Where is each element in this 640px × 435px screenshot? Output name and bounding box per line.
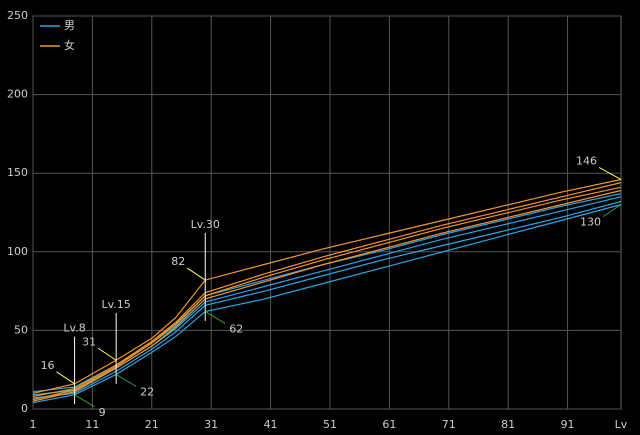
min-leader — [115, 373, 137, 387]
max-leader — [97, 347, 117, 361]
max-leader — [56, 371, 75, 385]
x-tick-label: 81 — [501, 418, 515, 431]
min-label: 9 — [99, 406, 106, 419]
level-label: Lv.30 — [191, 218, 220, 231]
max-leader — [598, 167, 622, 180]
min-leader — [74, 394, 95, 408]
x-tick-label: 21 — [145, 418, 159, 431]
x-axis-label: Lv — [615, 418, 628, 431]
level-label: Lv.8 — [63, 322, 85, 335]
x-tick-label: 91 — [561, 418, 575, 431]
level-label: Lv.15 — [102, 298, 131, 311]
x-tick-label: 41 — [264, 418, 278, 431]
x-tick-label: 1 — [30, 418, 37, 431]
x-tick-label: 61 — [382, 418, 396, 431]
y-tick-label: 0 — [21, 402, 28, 415]
max-label: 16 — [41, 359, 55, 372]
y-tick-label: 100 — [7, 245, 28, 258]
legend-label: 女 — [64, 38, 75, 52]
y-tick-label: 50 — [14, 323, 28, 336]
y-tick-label: 150 — [7, 166, 28, 179]
x-tick-label: 31 — [204, 418, 218, 431]
legend-label: 男 — [64, 19, 75, 32]
min-label: 62 — [229, 323, 243, 336]
max-label: 82 — [171, 255, 185, 268]
min-label: 130 — [580, 216, 601, 229]
min-leader — [602, 204, 622, 218]
max-leader — [186, 267, 206, 281]
x-tick-label: 11 — [85, 418, 99, 431]
y-tick-label: 200 — [7, 88, 28, 101]
min-label: 22 — [140, 385, 154, 398]
min-leader — [204, 311, 226, 324]
x-tick-label: 71 — [442, 418, 456, 431]
x-tick-label: 51 — [323, 418, 337, 431]
max-label: 146 — [576, 154, 597, 167]
max-label: 31 — [82, 335, 96, 348]
y-tick-label: 250 — [7, 9, 28, 22]
